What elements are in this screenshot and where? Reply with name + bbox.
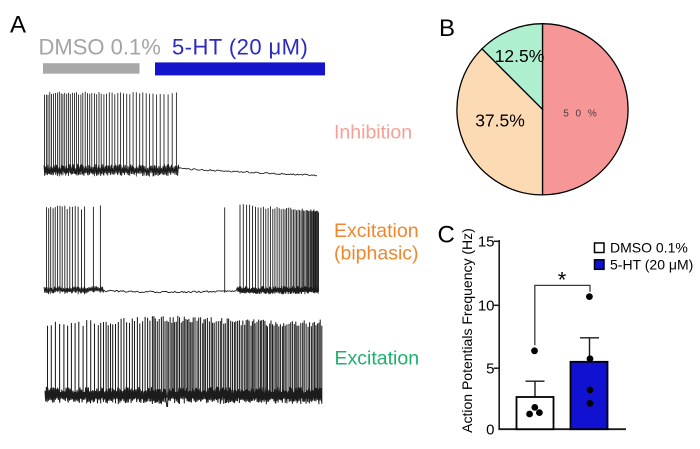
svg-text:DMSO 0.1%: DMSO 0.1% (39, 34, 161, 59)
svg-text:10: 10 (478, 298, 495, 315)
svg-text:5 0 %: 5 0 % (563, 108, 599, 119)
svg-text:15: 15 (478, 234, 495, 251)
svg-text:DMSO 0.1%: DMSO 0.1% (610, 239, 688, 255)
svg-text:Action Potentials Frequency (H: Action Potentials Frequency (Hz) (459, 228, 475, 433)
svg-text:37.5%: 37.5% (475, 110, 525, 130)
svg-text:B: B (439, 15, 455, 42)
svg-text:C: C (438, 222, 455, 249)
svg-text:Excitation: Excitation (335, 347, 420, 369)
svg-text:0: 0 (486, 422, 494, 439)
svg-text:12.5%: 12.5% (495, 46, 545, 66)
svg-text:5: 5 (486, 361, 494, 378)
svg-text:(biphasic): (biphasic) (334, 243, 419, 265)
svg-text:*: * (558, 268, 567, 293)
svg-text:A: A (10, 12, 26, 39)
svg-text:5-HT (20 μM): 5-HT (20 μM) (172, 34, 308, 59)
svg-text:Inhibition: Inhibition (334, 121, 412, 143)
svg-text:5-HT (20 μM): 5-HT (20 μM) (610, 256, 693, 272)
svg-text:Excitation: Excitation (334, 220, 419, 242)
